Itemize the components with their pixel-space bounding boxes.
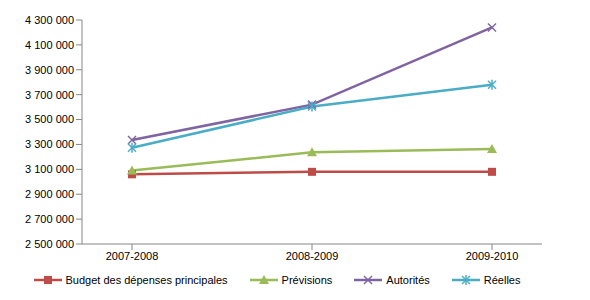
svg-text:3 700 000: 3 700 000	[25, 89, 74, 101]
svg-text:3 900 000: 3 900 000	[25, 64, 74, 76]
html-text:Autorités: Autorités	[386, 274, 430, 286]
svg-text:3 100 000: 3 100 000	[25, 163, 74, 175]
svg-text:2008-2009: 2008-2009	[286, 250, 339, 262]
svg-text:3 300 000: 3 300 000	[25, 138, 74, 150]
svg-text:2 500 000: 2 500 000	[25, 238, 74, 250]
svg-text:2007-2008: 2007-2008	[106, 250, 159, 262]
html-text:Prévisions: Prévisions	[281, 274, 333, 286]
svg-text:4 300 000: 4 300 000	[25, 14, 74, 26]
html-text:Budget des dépenses principale: Budget des dépenses principales	[65, 274, 228, 286]
svg-text:2 900 000: 2 900 000	[25, 188, 74, 200]
svg-text:2 700 000: 2 700 000	[25, 213, 74, 225]
svg-text:3 500 000: 3 500 000	[25, 113, 74, 125]
html-text:Réelles: Réelles	[483, 274, 521, 286]
svg-text:4 100 000: 4 100 000	[25, 39, 74, 51]
svg-text:2009-2010: 2009-2010	[466, 250, 519, 262]
